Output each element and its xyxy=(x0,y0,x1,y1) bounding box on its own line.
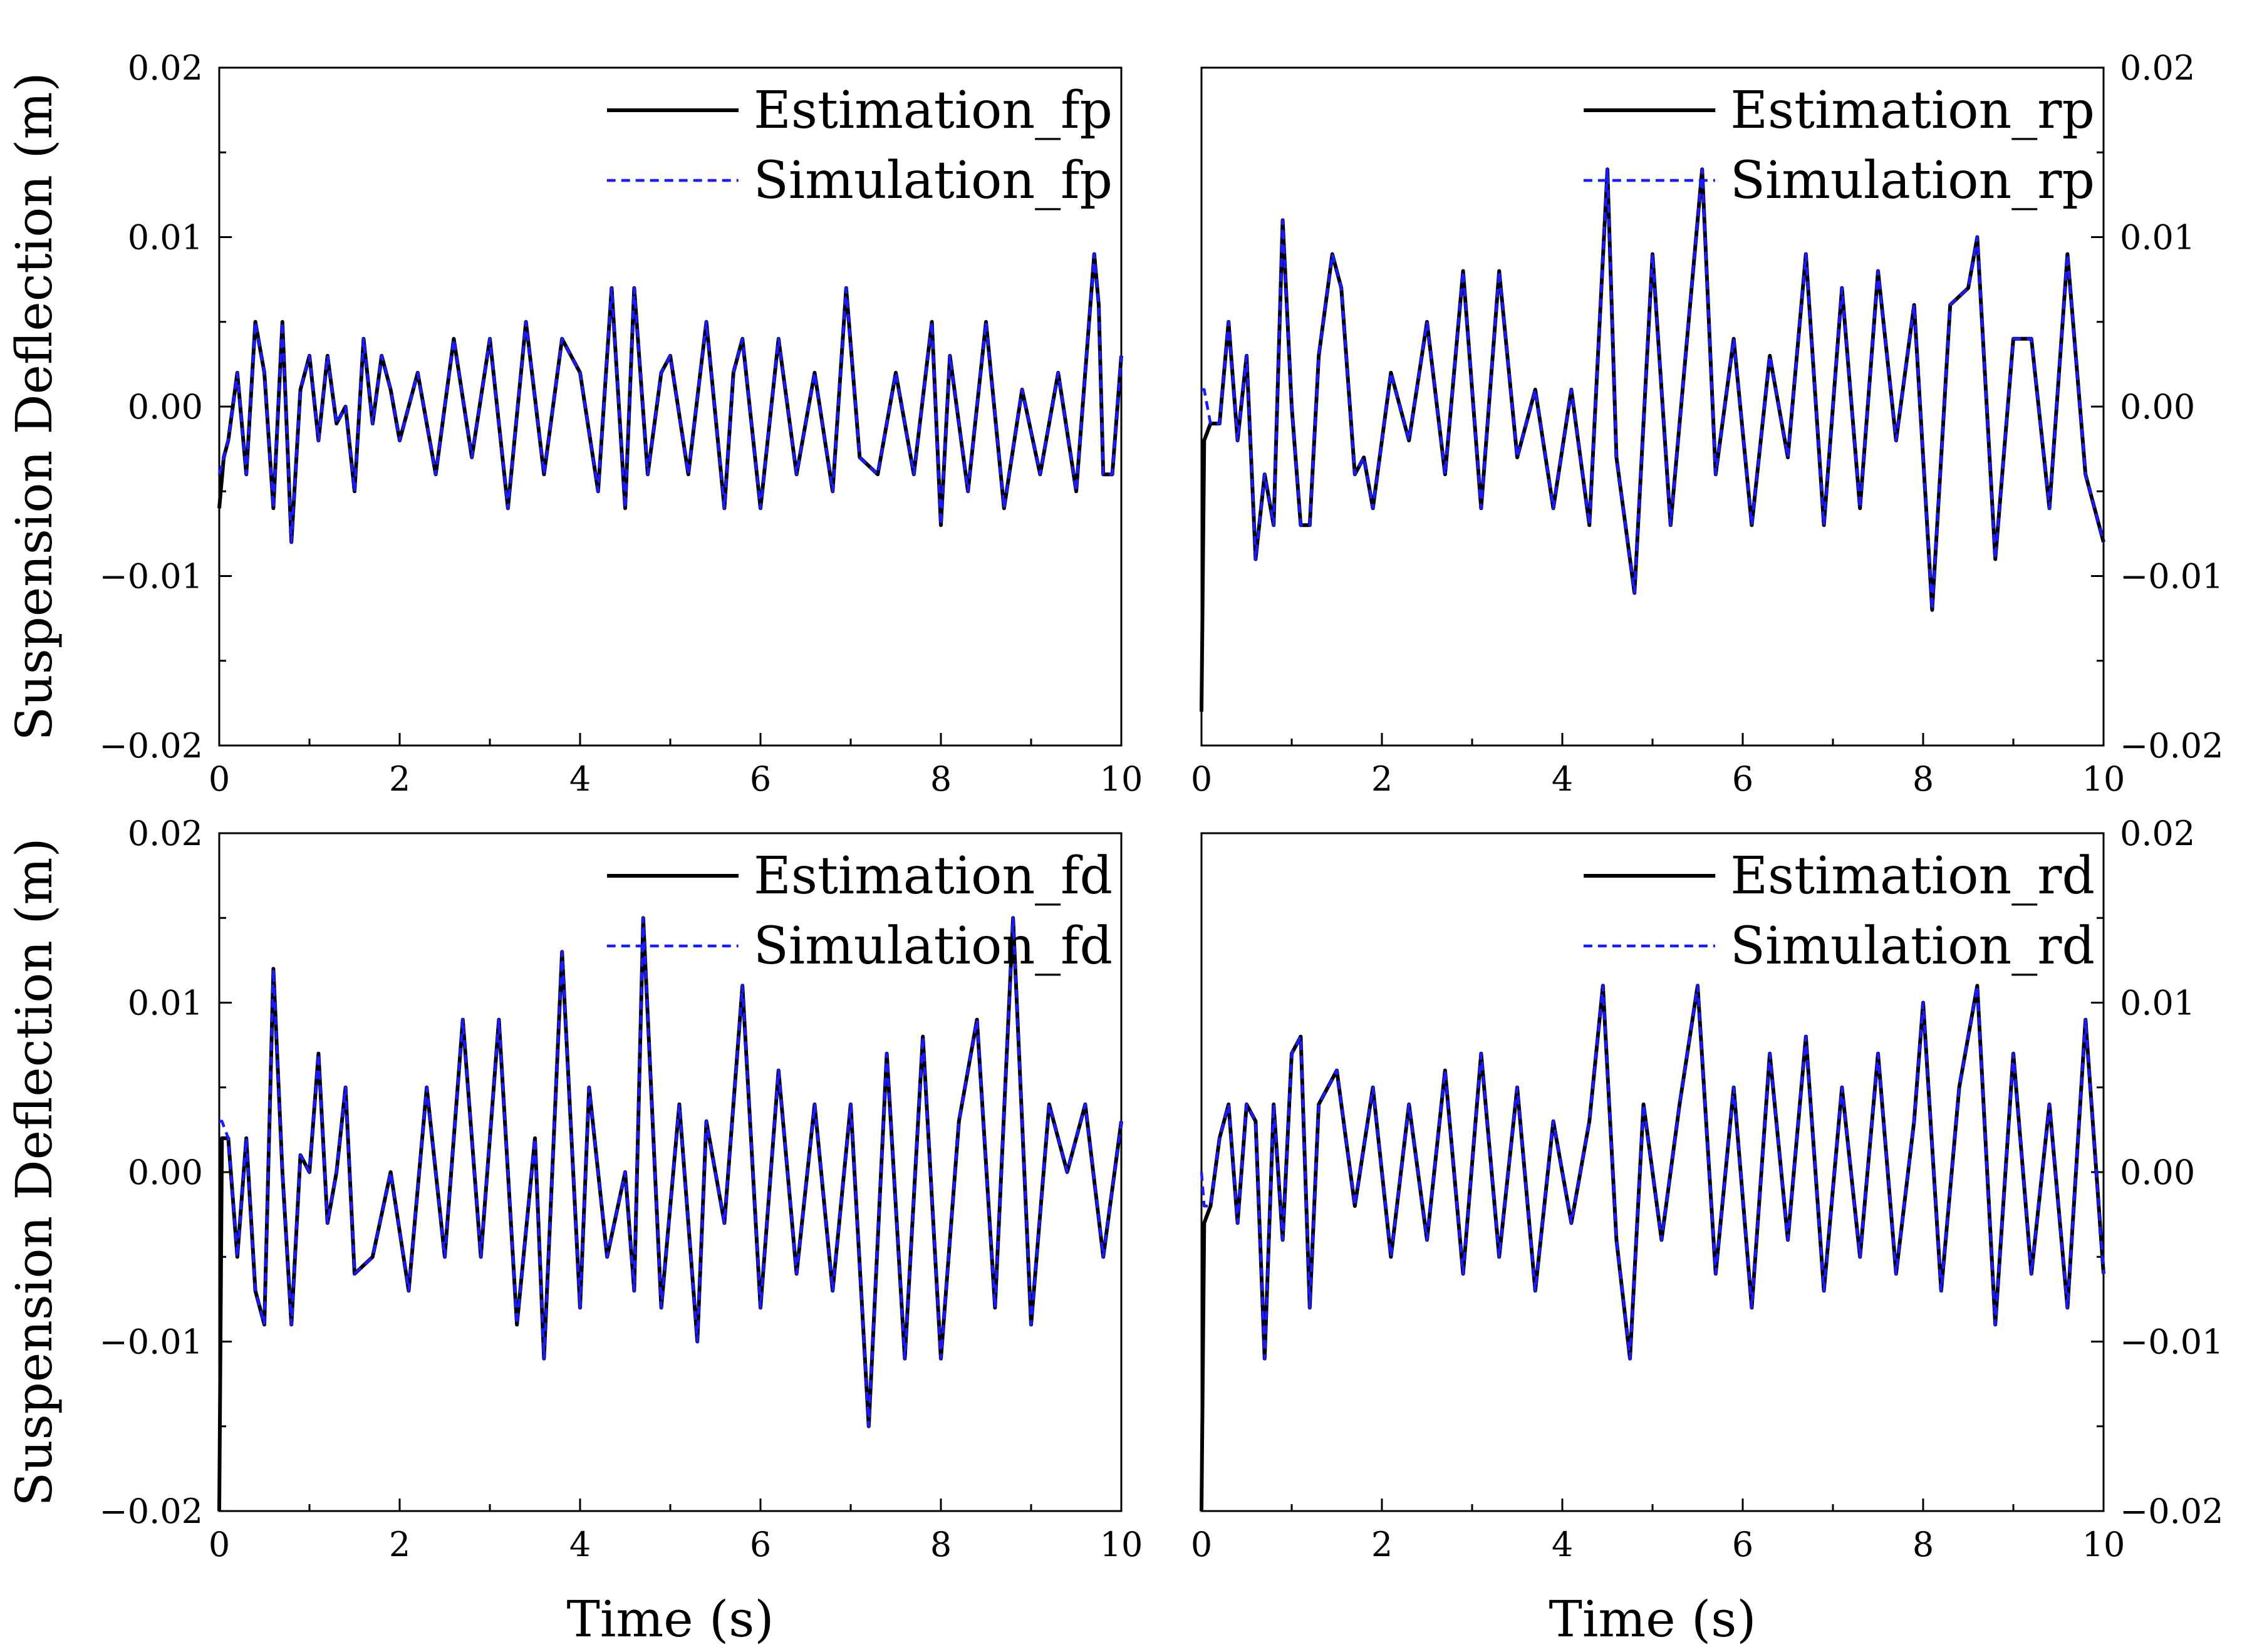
legend-label: Estimation_rd xyxy=(1730,846,2095,906)
x-tick-label: 6 xyxy=(1732,1525,1753,1564)
x-tick-label: 4 xyxy=(1552,1525,1573,1564)
x-axis-label: Time (s) xyxy=(1549,1590,1756,1648)
x-tick-label: 2 xyxy=(389,1525,410,1564)
x-tick-label: 2 xyxy=(1371,759,1393,799)
y-tick-label: 0.02 xyxy=(2120,48,2195,88)
x-tick-label: 10 xyxy=(1100,759,1143,799)
x-tick-label: 6 xyxy=(1732,759,1753,799)
y-tick-label: −0.01 xyxy=(2120,557,2223,596)
x-tick-label: 8 xyxy=(1912,759,1934,799)
x-tick-label: 4 xyxy=(1552,759,1573,799)
simulation-series-line xyxy=(219,917,1123,1428)
x-tick-label: 0 xyxy=(1191,1525,1212,1564)
x-tick-label: 2 xyxy=(1371,1525,1393,1564)
estimation-series-line xyxy=(1200,984,2105,1512)
x-tick-label: 10 xyxy=(2082,1525,2125,1564)
x-tick-label: 0 xyxy=(1191,759,1212,799)
y-tick-label: −0.01 xyxy=(2120,1322,2223,1362)
y-tick-label: −0.02 xyxy=(100,726,203,766)
legend-label: Simulation_rd xyxy=(1730,917,2095,976)
x-tick-label: 2 xyxy=(389,759,410,799)
y-tick-label: −0.01 xyxy=(100,1322,203,1362)
y-tick-label: 0.00 xyxy=(128,1153,203,1192)
legend-label: Estimation_fd xyxy=(754,846,1113,906)
y-tick-label: 0.01 xyxy=(128,218,203,257)
x-tick-label: 0 xyxy=(209,759,230,799)
legend-label: Estimation_rp xyxy=(1730,81,2095,140)
y-tick-label: 0.02 xyxy=(128,48,203,88)
x-tick-label: 6 xyxy=(750,759,771,799)
y-tick-label: −0.02 xyxy=(2120,1492,2223,1531)
y-tick-label: 0.02 xyxy=(128,814,203,853)
x-tick-label: 0 xyxy=(209,1525,230,1564)
x-tick-label: 8 xyxy=(930,759,952,799)
y-axis-label: Suspension Deflection (m) xyxy=(5,72,63,740)
x-tick-label: 4 xyxy=(569,759,591,799)
simulation-series-line xyxy=(1200,984,2105,1360)
estimation-series-line xyxy=(217,252,1123,544)
simulation-series-line xyxy=(217,252,1123,544)
legend-label: Simulation_fp xyxy=(754,151,1113,210)
x-tick-label: 4 xyxy=(569,1525,591,1564)
simulation-series-line xyxy=(1201,168,2105,611)
panel-top-right: 0 2 4 6 8 10−0.02 −0.01 0.00 0.01 0.02 Estimation_… xyxy=(1191,48,2224,799)
y-tick-label: 0.01 xyxy=(2120,984,2195,1023)
y-tick-label: 0.00 xyxy=(2120,387,2195,427)
x-tick-label: 8 xyxy=(930,1525,952,1564)
x-tick-label: 6 xyxy=(750,1525,771,1564)
x-axis-label: Time (s) xyxy=(566,1590,774,1648)
panel-top-left: 0 2 4 6 8 10 −0.02 −0.01 0.00 0.01 0.02 Suspension … xyxy=(5,48,1143,799)
y-tick-label: 0.02 xyxy=(2120,814,2195,853)
y-axis-label: Suspension Deflection (m) xyxy=(5,838,63,1506)
legend-label: Simulation_fd xyxy=(754,917,1113,976)
y-tick-label: 0.01 xyxy=(128,984,203,1023)
estimation-series-line xyxy=(1200,167,2105,712)
panel-bottom-left: 0 2 4 6 8 10 −0.02 −0.01 0.00 0.01 0.02 Suspension … xyxy=(5,814,1143,1648)
estimation-series-line xyxy=(217,916,1123,1512)
y-tick-label: 0.00 xyxy=(2120,1153,2195,1192)
legend-label: Simulation_rp xyxy=(1730,151,2095,210)
y-tick-label: 0.00 xyxy=(128,387,203,427)
y-tick-label: −0.01 xyxy=(100,557,203,596)
legend-label: Estimation_fp xyxy=(754,81,1113,140)
x-tick-label: 10 xyxy=(2082,759,2125,799)
panel-bottom-right: 0 2 4 6 8 10−0.02 −0.01 0.00 0.01 0.02 Time (s) Est… xyxy=(1191,814,2224,1648)
y-tick-label: −0.02 xyxy=(2120,726,2223,766)
x-tick-label: 10 xyxy=(1100,1525,1143,1564)
y-tick-label: −0.02 xyxy=(100,1492,203,1531)
y-tick-label: 0.01 xyxy=(2120,218,2195,257)
x-tick-label: 8 xyxy=(1912,1525,1934,1564)
